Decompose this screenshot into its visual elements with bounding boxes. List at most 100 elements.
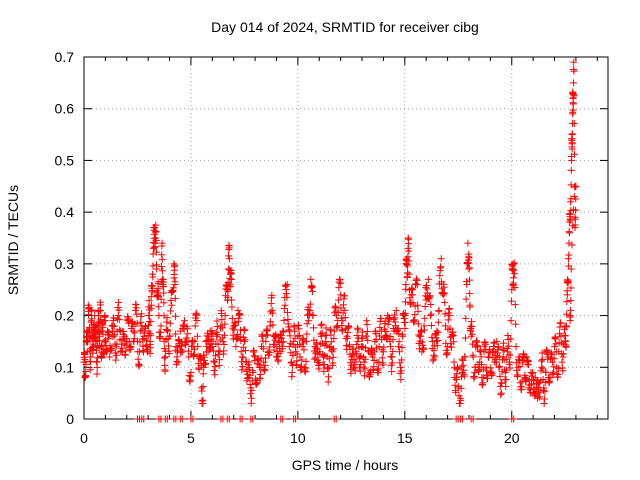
data-point: [191, 337, 199, 345]
data-point: [218, 310, 226, 318]
data-point: [502, 382, 510, 390]
data-point: [570, 58, 578, 66]
data-point: [496, 362, 504, 370]
data-point: [147, 331, 155, 339]
data-point: [296, 353, 304, 361]
data-point: [514, 371, 522, 379]
data-point: [409, 291, 417, 299]
data-point: [376, 323, 384, 331]
data-point: [135, 361, 143, 369]
data-point: [147, 318, 155, 326]
data-point: [568, 145, 576, 153]
data-point: [165, 349, 173, 357]
zero-marker: [469, 415, 477, 423]
data-point: [300, 346, 308, 354]
data-point: [325, 355, 333, 363]
data-point: [566, 216, 574, 224]
data-point: [145, 306, 153, 314]
data-point: [236, 310, 244, 318]
data-point: [161, 354, 169, 362]
data-point: [245, 363, 253, 371]
data-point: [554, 371, 562, 379]
data-point: [376, 332, 384, 340]
data-point: [298, 356, 306, 364]
data-point: [325, 373, 333, 381]
data-point: [152, 227, 160, 235]
data-point: [159, 282, 167, 290]
data-point: [418, 327, 426, 335]
data-point: [329, 353, 337, 361]
data-point: [193, 316, 201, 324]
data-point: [118, 336, 126, 344]
data-point: [122, 335, 130, 343]
data-point: [114, 312, 122, 320]
data-point: [395, 338, 403, 346]
data-point: [361, 365, 369, 373]
data-point: [500, 339, 508, 347]
data-point: [441, 310, 449, 318]
data-point: [398, 331, 406, 339]
data-point: [194, 342, 202, 350]
data-point: [225, 252, 233, 260]
data-point: [465, 254, 473, 262]
data-point: [507, 317, 515, 325]
data-point: [552, 340, 560, 348]
y-tick-label: 0.3: [55, 256, 75, 272]
data-point: [198, 387, 206, 395]
data-point: [202, 337, 210, 345]
data-point: [415, 345, 423, 353]
data-point: [409, 299, 417, 307]
data-point: [462, 278, 470, 286]
data-point: [446, 324, 454, 332]
data-point: [557, 319, 565, 327]
data-point: [570, 120, 578, 128]
data-point: [427, 301, 435, 309]
data-point: [564, 277, 572, 285]
data-point: [133, 320, 141, 328]
data-point: [241, 347, 249, 355]
data-point: [283, 293, 291, 301]
data-point: [213, 322, 221, 330]
data-point: [398, 356, 406, 364]
data-point: [280, 316, 288, 324]
x-axis-label: GPS time / hours: [292, 457, 399, 473]
data-point: [261, 361, 269, 369]
data-point: [497, 391, 505, 399]
data-point: [170, 260, 178, 268]
data-point: [387, 343, 395, 351]
data-point: [231, 321, 239, 329]
data-point: [151, 228, 159, 236]
data-point: [220, 331, 228, 339]
data-point: [542, 368, 550, 376]
data-point: [550, 355, 558, 363]
data-point: [145, 311, 153, 319]
data-point: [261, 354, 269, 362]
data-point: [221, 312, 229, 320]
data-point: [559, 350, 567, 358]
data-point: [160, 312, 168, 320]
data-point: [320, 361, 328, 369]
data-point: [187, 372, 195, 380]
data-point: [153, 261, 161, 269]
axis-ticks: [83, 56, 608, 420]
data-point: [340, 301, 348, 309]
data-point: [570, 206, 578, 214]
data-point: [158, 256, 166, 264]
data-point: [234, 330, 242, 338]
data-point: [439, 289, 447, 297]
data-point: [161, 367, 169, 375]
data-point: [241, 327, 249, 335]
data-point: [569, 106, 577, 114]
data-point: [166, 319, 174, 327]
data-point: [510, 274, 518, 282]
data-point: [377, 315, 385, 323]
data-point: [115, 298, 123, 306]
data-point: [319, 350, 327, 358]
data-point: [269, 321, 277, 329]
data-point: [361, 355, 369, 363]
data-point: [426, 312, 434, 320]
data-point: [157, 322, 165, 330]
data-point: [160, 299, 168, 307]
data-point: [285, 326, 293, 334]
data-point: [529, 369, 537, 377]
